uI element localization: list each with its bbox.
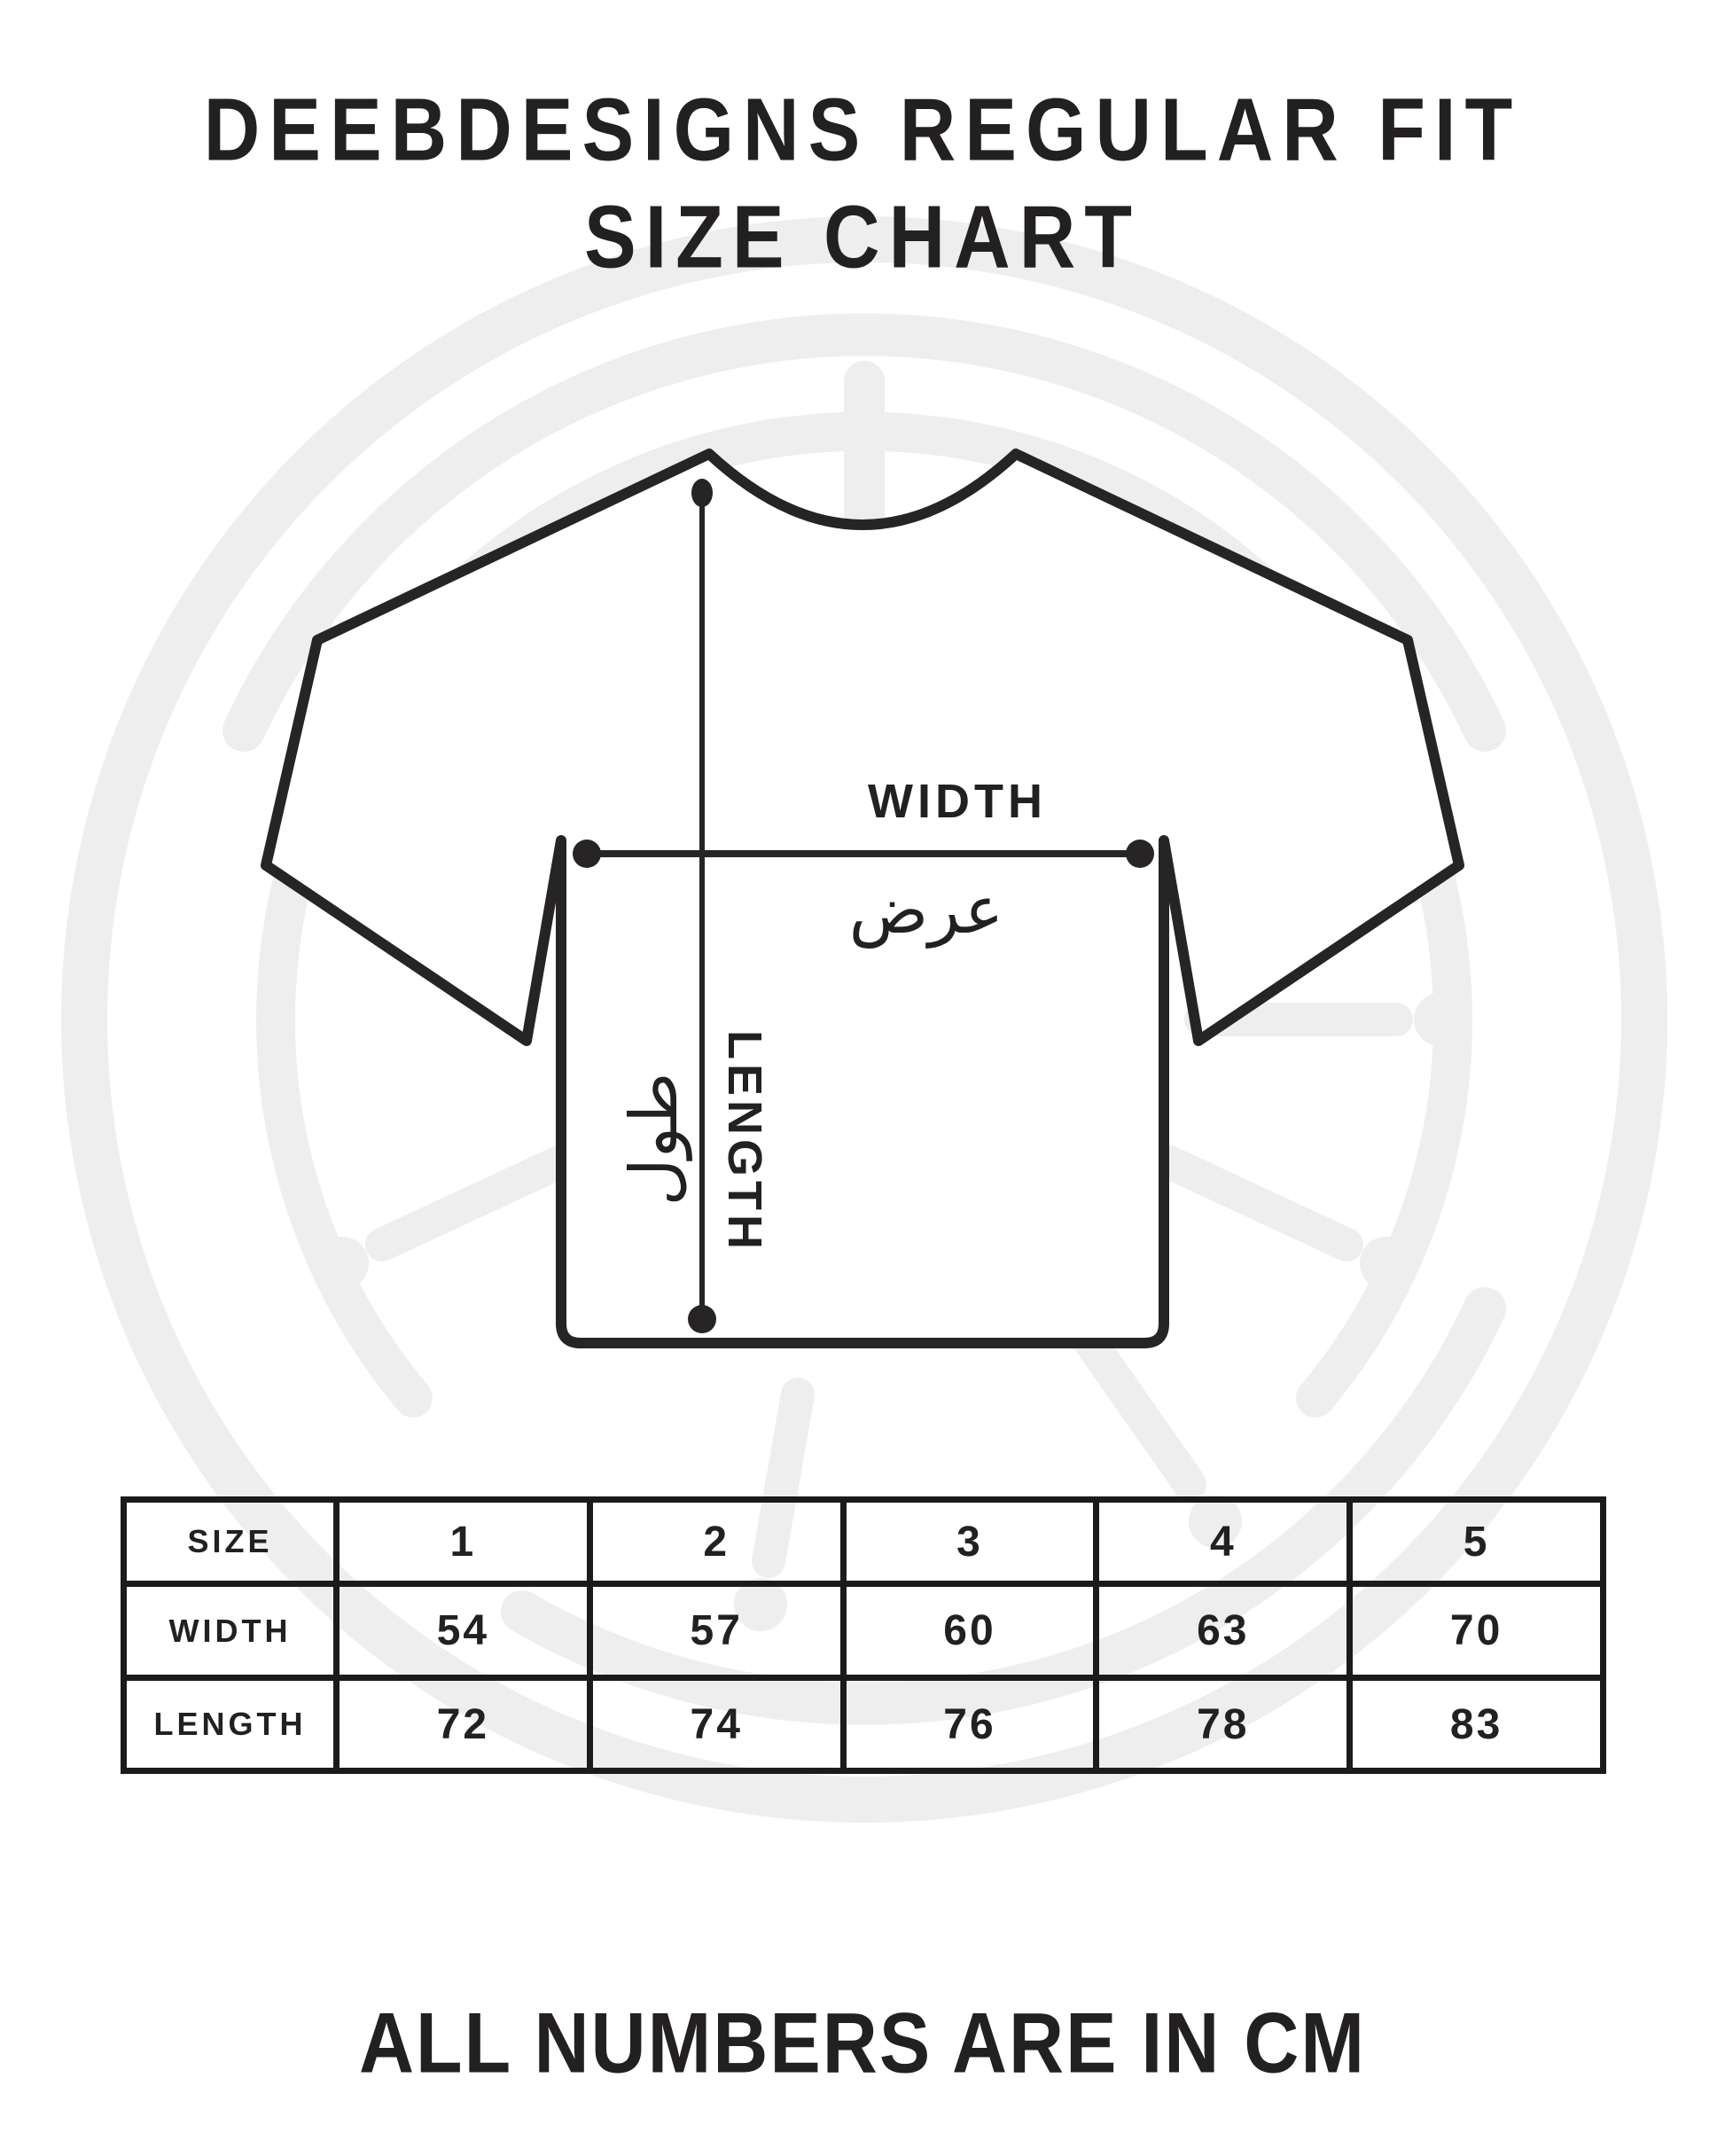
table-row-size: SIZE 1 2 3 4 5: [121, 1496, 1606, 1587]
table-row-length: LENGTH 72 74 76 78 83: [121, 1675, 1606, 1774]
width-size-2: 57: [586, 1581, 847, 1681]
width-label-arabic: عرض: [849, 872, 1003, 949]
length-size-3: 76: [839, 1675, 1100, 1774]
size-col-5: 5: [1346, 1496, 1606, 1587]
length-size-5: 83: [1346, 1675, 1606, 1774]
size-table: SIZE 1 2 3 4 5 WIDTH 54 57 60 63 70 LENG…: [121, 1496, 1606, 1774]
length-measure-bottom-dot: [688, 1305, 716, 1333]
width-size-1: 54: [333, 1581, 593, 1681]
width-size-5: 70: [1346, 1581, 1606, 1681]
row-header-size: SIZE: [121, 1496, 340, 1587]
tshirt-outline: [261, 449, 1464, 1348]
width-measure-left-dot: [573, 840, 601, 868]
width-size-3: 60: [839, 1581, 1100, 1681]
table-row-width: WIDTH 54 57 60 63 70: [121, 1581, 1606, 1681]
size-col-3: 3: [839, 1496, 1100, 1587]
size-col-2: 2: [586, 1496, 847, 1587]
row-header-width: WIDTH: [121, 1581, 340, 1681]
row-header-length: LENGTH: [121, 1675, 340, 1774]
size-col-4: 4: [1093, 1496, 1354, 1587]
length-size-1: 72: [333, 1675, 593, 1774]
width-measure-right-dot: [1126, 840, 1154, 868]
width-size-4: 63: [1093, 1581, 1354, 1681]
length-label: LENGTH: [718, 1030, 771, 1254]
size-col-1: 1: [333, 1496, 593, 1587]
length-label-arabic: طول: [616, 1073, 692, 1207]
units-note: ALL NUMBERS ARE IN CM: [358, 1996, 1367, 2091]
length-measure-line: [688, 479, 716, 1333]
width-label: WIDTH: [868, 775, 1047, 828]
page-title: DEEBDESIGNS REGULAR FIT SIZE CHART: [0, 76, 1725, 291]
width-measure-line: [573, 840, 1154, 868]
page-title-line2: SIZE CHART: [584, 186, 1141, 287]
length-size-4: 78: [1093, 1675, 1354, 1774]
page-title-line1: DEEBDESIGNS REGULAR FIT: [203, 79, 1522, 180]
length-measure-top-dot: [691, 479, 713, 507]
length-size-2: 74: [586, 1675, 847, 1774]
